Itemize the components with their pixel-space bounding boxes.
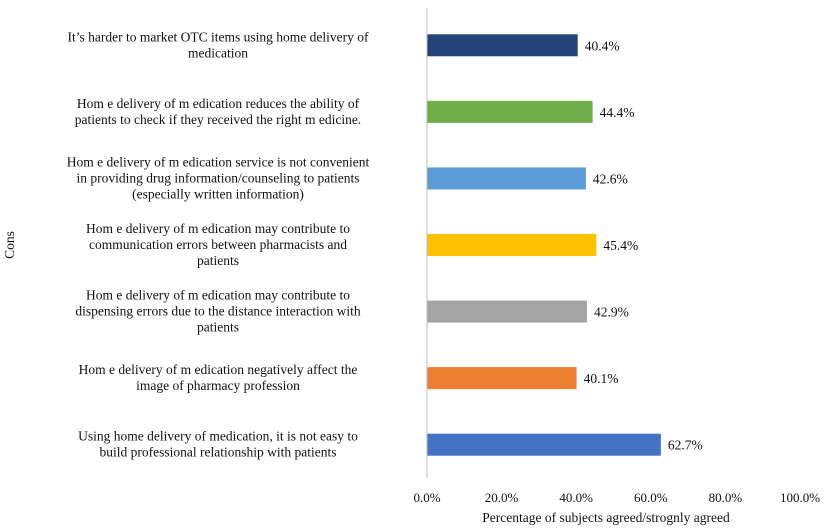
category-label-line: image of pharmacy profession (136, 378, 300, 393)
data-label: 42.6% (593, 171, 628, 186)
category-label-line: build professional relationship with pat… (100, 445, 337, 460)
value-labels: 40.4% 44.4% 42.6% 45.4% 42.9% 40.1% 62.7% (584, 38, 703, 452)
x-tick-label: 0.0% (413, 490, 440, 505)
x-tick-label: 40.0% (559, 490, 593, 505)
category-label-line: Using home delivery of medication, it is… (78, 429, 358, 444)
x-tick-label: 80.0% (709, 490, 743, 505)
category-label: Using home delivery of medication, it is… (78, 429, 358, 460)
x-tick-label: 60.0% (634, 490, 668, 505)
category-label-line: Hom e delivery of m edication negatively… (79, 362, 358, 377)
data-label: 45.4% (603, 238, 638, 253)
bar (427, 300, 588, 323)
data-label: 44.4% (600, 105, 635, 120)
x-tick-label: 20.0% (485, 490, 519, 505)
category-label-line: (especially written information) (132, 186, 304, 201)
category-label-line: in providing drug information/counseling… (76, 170, 359, 185)
category-label-line: communication errors between pharmacists… (89, 237, 347, 252)
x-tick-label: 100.0% (780, 490, 820, 505)
category-label: Hom e delivery of m edication reduces th… (75, 96, 361, 127)
category-label-line: patients to check if they received the r… (75, 112, 361, 127)
bar (427, 234, 597, 256)
category-label-line: It’s harder to market OTC items using ho… (67, 29, 369, 44)
category-label-line: Hom e delivery of m edication may contri… (86, 221, 350, 236)
category-label-line: Hom e delivery of m edication service is… (67, 154, 370, 169)
bar (427, 367, 577, 390)
category-label: Hom e delivery of m edication service is… (67, 154, 370, 201)
bars (427, 34, 661, 456)
category-label-line: Hom e delivery of m edication may contri… (86, 288, 350, 303)
category-label-line: patients (197, 253, 239, 268)
category-label: Hom e delivery of m edication may contri… (86, 221, 350, 268)
category-label: Hom e delivery of m edication may contri… (75, 288, 361, 335)
y-axis-title: Cons (2, 231, 17, 259)
category-labels: It’s harder to market OTC items using ho… (67, 29, 370, 459)
x-axis-title: Percentage of subjects agreed/strognly a… (482, 510, 730, 525)
category-label: Hom e delivery of m edication negatively… (79, 362, 358, 393)
data-label: 40.4% (585, 38, 620, 53)
data-label: 62.7% (668, 438, 703, 453)
category-label-line: patients (197, 320, 239, 335)
bar (427, 167, 586, 190)
bar (427, 100, 593, 123)
data-label: 40.1% (584, 371, 619, 386)
category-label-line: dispensing errors due to the distance in… (75, 304, 361, 319)
category-label: It’s harder to market OTC items using ho… (67, 29, 369, 60)
category-label-line: Hom e delivery of m edication reduces th… (77, 96, 360, 111)
data-label: 42.9% (594, 305, 629, 320)
x-tick-labels: 0.0% 20.0% 40.0% 60.0% 80.0% 100.0% (413, 490, 820, 505)
category-label-line: medication (188, 45, 248, 60)
bar (427, 433, 661, 456)
bar (427, 34, 578, 57)
